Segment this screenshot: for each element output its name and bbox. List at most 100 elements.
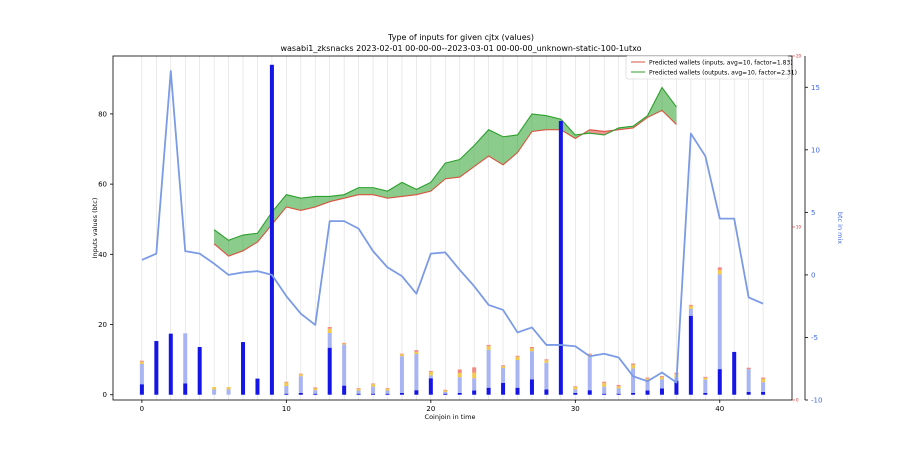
bar-light-blue-12 [313, 390, 318, 394]
bar-gold-30 [573, 387, 578, 390]
x-tick-label-0: 0 [140, 405, 144, 413]
bar-gold-32 [602, 383, 607, 387]
bar-salmon-14 [342, 342, 347, 344]
x-tick-label-10: 10 [282, 405, 291, 413]
bar-salmon-16 [371, 383, 376, 385]
bar-light-blue-36 [659, 379, 664, 389]
btc-in-mix-line-group [141, 70, 764, 384]
bar-dark-blue-2 [168, 333, 173, 395]
bar-light-blue-11 [298, 376, 303, 393]
x-axis-label: Coinjoin in time [425, 413, 476, 421]
bar-dark-blue-31 [587, 390, 592, 395]
prediction-band-segment-22 [531, 113, 547, 132]
bar-salmon-17 [385, 388, 390, 389]
bar-dark-blue-25 [501, 382, 506, 395]
prediction-band-segment-16 [445, 159, 460, 179]
bar-gold-20 [428, 371, 433, 376]
bar-light-blue-25 [501, 368, 506, 383]
bar-light-blue-38 [688, 308, 693, 316]
bar-gold-14 [342, 343, 347, 345]
bar-dark-blue-17 [385, 393, 390, 395]
prediction-band-segment-5 [286, 194, 301, 211]
bar-salmon-27 [529, 346, 534, 349]
y-tick-label-40: 40 [98, 251, 107, 259]
bar-dark-blue-16 [371, 393, 376, 395]
bar-dark-blue-0 [139, 384, 144, 395]
bar-dark-blue-30 [573, 392, 578, 395]
bar-gold-34 [631, 364, 636, 369]
btc-in-mix-line [141, 70, 764, 384]
y2-tick-label-10: 10 [811, 146, 820, 154]
bar-dark-blue-12 [313, 393, 318, 395]
bar-salmon-31 [587, 353, 592, 355]
bar-salmon-10 [284, 381, 289, 383]
y3-tick-label-0: 0 [796, 398, 799, 403]
prediction-bands [213, 86, 677, 257]
bar-salmon-19 [414, 350, 419, 352]
bar-light-blue-6 [226, 389, 231, 395]
bar-light-blue-27 [529, 351, 534, 380]
bar-light-blue-32 [602, 386, 607, 394]
bar-dark-blue-26 [515, 387, 520, 395]
chart-title: Type of inputs for given cjtx (values) [387, 33, 534, 42]
bar-light-blue-17 [385, 390, 390, 394]
bar-light-blue-5 [212, 389, 217, 395]
prediction-band-segment-3 [257, 212, 272, 243]
bar-salmon-40 [717, 267, 722, 271]
y-axis-label: Inputs values (btc) [91, 198, 99, 259]
bar-dark-blue-14 [342, 385, 347, 395]
prediction-band-segment-31 [661, 87, 677, 125]
bar-light-blue-40 [717, 274, 722, 370]
y-tick-label-20: 20 [98, 321, 107, 329]
bar-salmon-12 [313, 387, 318, 389]
bar-gold-12 [313, 388, 318, 391]
bar-gold-23 [472, 372, 477, 379]
bar-light-blue-34 [631, 368, 636, 393]
bar-gold-13 [327, 328, 332, 333]
bar-salmon-21 [443, 389, 448, 391]
bar-gold-18 [399, 354, 404, 357]
bar-dark-blue-18 [399, 392, 404, 395]
bar-gold-26 [515, 356, 520, 360]
bar-dark-blue-11 [298, 392, 303, 395]
bar-dark-blue-3 [183, 383, 188, 395]
bar-gold-35 [645, 378, 650, 381]
bar-dark-blue-34 [631, 392, 636, 395]
x-tick-label-40: 40 [715, 405, 724, 413]
bar-dark-blue-28 [544, 389, 549, 395]
bar-salmon-18 [399, 353, 404, 355]
y2-tick-label-0: 0 [811, 271, 815, 279]
bar-dark-blue-38 [688, 315, 693, 395]
bar-dark-blue-35 [645, 390, 650, 395]
bar-light-blue-42 [746, 369, 751, 392]
x-tick-label-30: 30 [571, 405, 580, 413]
prediction-band-segment-13 [401, 182, 417, 197]
bar-gold-33 [616, 386, 621, 389]
prediction-band-segment-18 [474, 129, 489, 167]
plot-frame [112, 55, 793, 401]
bar-gold-16 [371, 384, 376, 387]
bar-light-blue-23 [472, 378, 477, 391]
prediction-band-segment-10 [358, 187, 374, 195]
bar-dark-blue-21 [443, 393, 448, 395]
bar-light-blue-28 [544, 362, 549, 390]
bar-light-blue-14 [342, 344, 347, 386]
bar-salmon-30 [573, 386, 578, 388]
bar-dark-blue-36 [659, 388, 664, 395]
axes: 0 10 20 30 40 0 20 40 60 80 -10 -5 0 5 10 15 0 10 20 [98, 54, 822, 414]
prediction-band-segment-20 [503, 134, 518, 165]
x-tick-label-20: 20 [426, 405, 435, 413]
y2-axis-label: btc in mix [836, 212, 844, 244]
prediction-band-segment-6 [300, 196, 316, 211]
chart-subtitle: wasabi1_zksnacks 2023-02-01 00-00-00--20… [280, 44, 641, 53]
bar-salmon-32 [602, 381, 607, 384]
bar-gold-36 [659, 377, 664, 380]
bar-gold-27 [529, 348, 534, 352]
bar-dark-blue-24 [486, 387, 491, 395]
bar-gold-5 [212, 387, 217, 390]
legend: Predicted wallets (inputs, avg=10, facto… [625, 55, 797, 80]
bar-light-blue-31 [587, 356, 592, 391]
bar-dark-blue-20 [428, 378, 433, 395]
bar-light-blue-0 [139, 363, 144, 385]
bar-light-blue-19 [414, 354, 419, 391]
